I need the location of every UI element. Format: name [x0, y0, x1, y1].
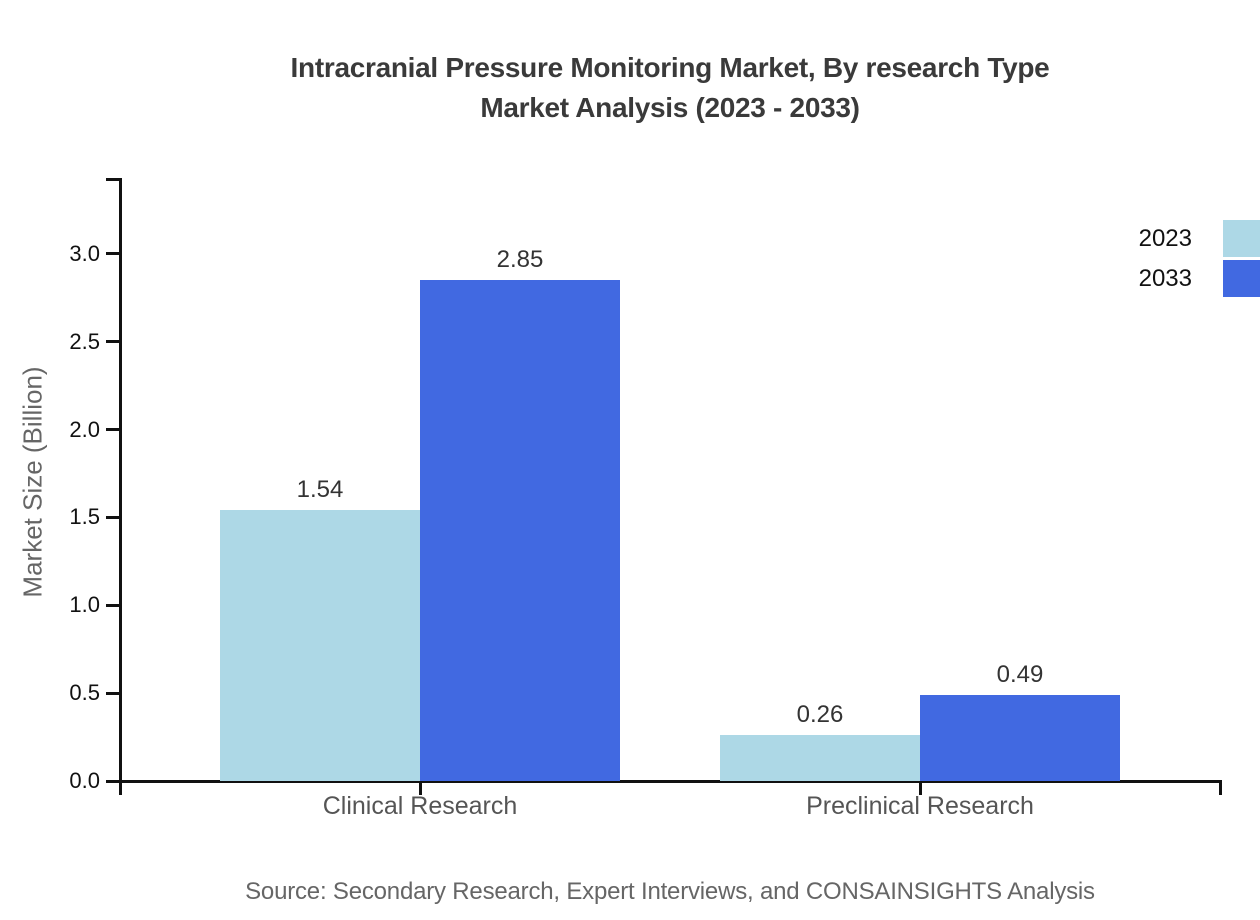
- x-tick-label-preclinical-research: Preclinical Research: [806, 792, 1034, 820]
- x-tick: [918, 781, 922, 795]
- legend-swatch-2023: [1223, 220, 1260, 257]
- chart-title-line1: Intracranial Pressure Monitoring Market,…: [290, 52, 1050, 83]
- legend-swatch-2033: [1223, 260, 1260, 297]
- y-tick-label: 2.0: [69, 416, 100, 442]
- chart-title-line2: Market Analysis (2023 - 2033): [480, 92, 860, 123]
- bar-2023-preclinical-research: [720, 735, 920, 781]
- y-tick: [106, 428, 120, 432]
- y-tick-label: 3.0: [69, 240, 100, 266]
- y-tick: [106, 691, 120, 695]
- y-tick-label: 0.5: [69, 680, 100, 706]
- y-tick-label: 1.5: [69, 504, 100, 530]
- y-axis-spine: [118, 178, 122, 795]
- x-tick: [418, 781, 422, 795]
- bar-2023-clinical-research: [220, 510, 420, 781]
- y-tick-label: 1.0: [69, 592, 100, 618]
- bar-2033-clinical-research: [420, 280, 620, 781]
- y-tick: [106, 515, 120, 519]
- value-label-2023-clinical-research: 1.54: [296, 476, 344, 504]
- y-tick-label: 2.5: [69, 328, 100, 354]
- y-tick: [106, 603, 120, 607]
- y-tick-label: 0.0: [69, 768, 100, 793]
- value-label-2033-preclinical-research: 0.49: [996, 660, 1044, 688]
- y-axis-endcap: [106, 178, 120, 181]
- y-tick: [106, 252, 120, 256]
- x-axis-endcap: [1218, 781, 1222, 795]
- value-label-2033-clinical-research: 2.85: [496, 246, 544, 274]
- value-label-2023-preclinical-research: 0.26: [796, 701, 844, 729]
- legend-label-2023: 2023: [1138, 225, 1192, 252]
- x-tick-label-clinical-research: Clinical Research: [322, 792, 518, 820]
- y-tick: [106, 779, 120, 783]
- x-axis-spine: [118, 779, 1222, 783]
- chart-title: Intracranial Pressure Monitoring Market,…: [120, 48, 1220, 128]
- bar-2033-preclinical-research: [920, 694, 1120, 781]
- y-tick: [106, 340, 120, 344]
- source-note: Source: Secondary Research, Expert Inter…: [245, 878, 1095, 905]
- legend-label-2033: 2033: [1138, 265, 1192, 292]
